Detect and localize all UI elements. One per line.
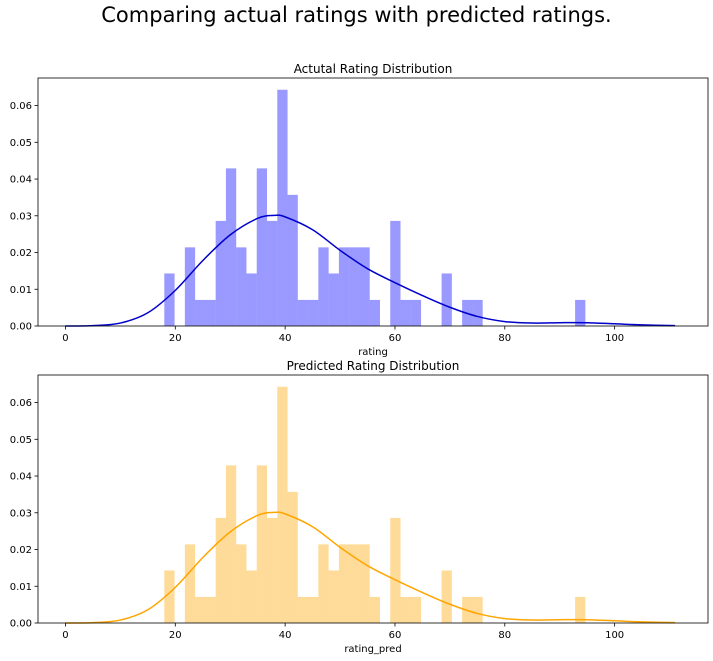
histogram-bar (267, 220, 278, 326)
histogram-bar (410, 299, 422, 326)
histogram-bar (256, 465, 268, 623)
y-tick-label: 0.03 (10, 211, 32, 222)
y-tick-label: 0.05 (10, 138, 32, 149)
histogram-bar (256, 168, 268, 326)
histogram-bar (359, 247, 370, 326)
y-tick-label: 0.06 (10, 398, 32, 409)
histogram-bar (390, 220, 401, 326)
x-tick-label: 100 (605, 630, 624, 641)
figure-suptitle: Comparing actual ratings with predicted … (101, 3, 611, 27)
axes-title: Predicted Rating Distribution (287, 359, 460, 373)
histogram-bar (441, 570, 452, 623)
histogram-bar (575, 596, 586, 623)
histogram-bar (287, 491, 298, 623)
histogram-bar (441, 273, 452, 326)
histogram-bar (349, 247, 360, 326)
histogram-bar (328, 273, 339, 326)
kde-line (65, 511, 676, 624)
histogram-bar (287, 194, 298, 326)
x-tick-label: 20 (169, 333, 182, 344)
histogram-bar (184, 247, 196, 326)
histogram-bar (359, 544, 370, 623)
x-tick-label: 40 (279, 333, 292, 344)
actual-axes: 0 20 40 60 80 100 0.00 0.01 0.02 0.03 0.04 0.05 0.06… (10, 62, 709, 358)
histogram-bar (297, 299, 309, 326)
histogram-bar (369, 299, 380, 326)
histogram-bar (205, 299, 216, 326)
histogram-bar (267, 517, 278, 623)
x-tick-label: 0 (62, 630, 68, 641)
histogram-bar (318, 247, 329, 326)
histogram-bar (277, 89, 288, 326)
y-tick-label: 0.01 (10, 582, 32, 593)
histogram-bar (297, 596, 309, 623)
kde-line (65, 214, 676, 327)
histogram-bar (277, 386, 288, 623)
histogram-bar (225, 465, 237, 623)
y-tick-label: 0.04 (10, 472, 32, 483)
x-tick-label: 100 (605, 333, 624, 344)
y-tick-label: 0.00 (10, 322, 32, 333)
histogram-bar (575, 299, 586, 326)
x-tick-label: 40 (279, 630, 292, 641)
x-tick-label: 60 (389, 333, 402, 344)
histogram-bar (225, 168, 237, 326)
axes-title: Actutal Rating Distribution (294, 62, 453, 76)
histogram-bar (369, 596, 380, 623)
y-tick-label: 0.01 (10, 285, 32, 296)
x-tick-label: 0 (62, 333, 68, 344)
histogram-bar (236, 544, 247, 623)
predicted-axes: 0 20 40 60 80 100 0.00 0.01 0.02 0.03 0.04 0.05 0.06… (10, 359, 709, 655)
histogram-bar (349, 544, 360, 623)
y-tick-label: 0.06 (10, 101, 32, 112)
x-axis-label: rating_pred (344, 644, 401, 655)
histogram-bar (205, 596, 216, 623)
histogram-bar (164, 273, 175, 326)
histogram-bar (472, 299, 483, 326)
histogram-bar (246, 570, 257, 623)
histogram-bar (215, 220, 226, 326)
x-tick-label: 80 (498, 333, 511, 344)
x-axis-label: rating (358, 347, 388, 358)
histogram-bar (390, 517, 401, 623)
histogram-bar (410, 596, 422, 623)
histogram-bar (400, 596, 411, 623)
x-tick-label: 80 (498, 630, 511, 641)
histogram-bar (472, 596, 483, 623)
x-tick-label: 20 (169, 630, 182, 641)
histogram-bar (246, 273, 257, 326)
histogram-bar (338, 544, 350, 623)
histogram-bar (308, 299, 319, 326)
histogram-bar (338, 247, 350, 326)
axes-frame (37, 77, 709, 327)
y-tick-label: 0.02 (10, 248, 32, 259)
histogram-bar (328, 570, 339, 623)
histogram-bar (400, 299, 411, 326)
histogram-bar (195, 596, 206, 623)
y-tick-label: 0.04 (10, 175, 32, 186)
histogram-bar (184, 544, 196, 623)
histogram-bar (236, 247, 247, 326)
histogram-bar (164, 570, 175, 623)
y-tick-label: 0.05 (10, 435, 32, 446)
x-tick-label: 60 (389, 630, 402, 641)
axes-frame (37, 374, 709, 624)
histogram-bar (308, 596, 319, 623)
y-tick-label: 0.02 (10, 545, 32, 556)
histogram-bar (215, 517, 226, 623)
histogram-bar (195, 299, 206, 326)
y-tick-label: 0.03 (10, 508, 32, 519)
y-tick-label: 0.00 (10, 619, 32, 630)
histogram-bar (318, 544, 329, 623)
